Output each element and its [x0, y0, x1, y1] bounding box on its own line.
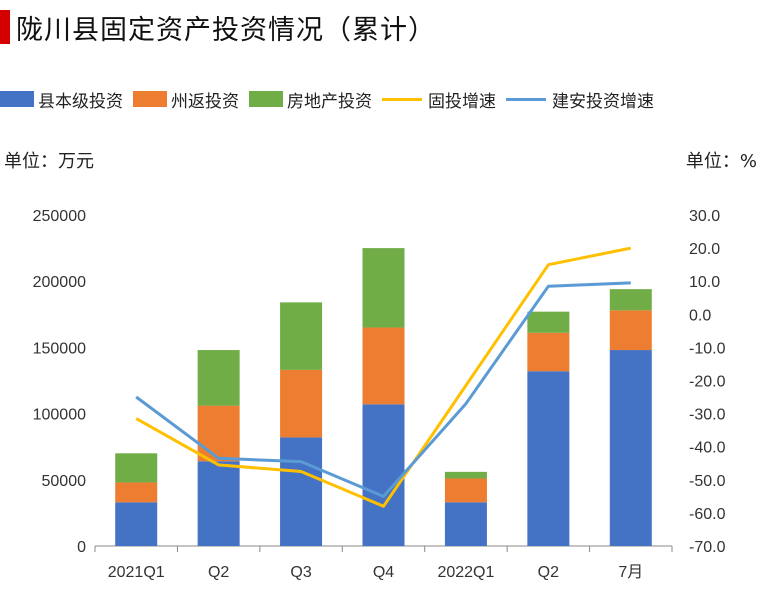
title-block: 陇川县固定资产投资情况（累计） — [0, 0, 763, 50]
legend-label-realestate: 房地产投资 — [287, 91, 372, 112]
left-axis-unit: 单位：万元 — [4, 151, 94, 172]
bar-segment — [197, 350, 240, 406]
legend-item-realestate: 房地产投资 — [249, 87, 372, 112]
bar-segment — [115, 502, 158, 546]
bar-segment — [362, 327, 405, 405]
bar-segment — [280, 302, 323, 370]
right-axis-tick-label: 20.0 — [689, 241, 720, 258]
legend-swatch-state — [133, 91, 167, 107]
x-axis-tick-label: Q2 — [538, 564, 559, 581]
bar-segment — [527, 311, 570, 333]
right-axis-tick-label: -20.0 — [689, 374, 726, 391]
bar-segment — [609, 310, 652, 351]
bar-segment — [527, 332, 570, 372]
right-axis-tick-label: 30.0 — [689, 208, 720, 225]
left-axis-tick-label: 250000 — [33, 208, 86, 225]
legend-item-fixed-growth: 固投增速 — [382, 87, 496, 112]
legend-item-county: 县本级投资 — [0, 87, 123, 112]
line-series — [135, 281, 631, 498]
x-axis-tick-label: 2021Q1 — [108, 564, 165, 581]
bar-segment — [444, 471, 487, 479]
right-axis-tick-label: -40.0 — [689, 440, 726, 457]
right-axis-tick-label: -70.0 — [689, 539, 726, 556]
left-axis-tick-label: 150000 — [33, 340, 86, 357]
bar-segment — [197, 461, 240, 546]
x-axis-tick-label: 2022Q1 — [437, 564, 494, 581]
right-axis-tick-label: 0.0 — [689, 307, 711, 324]
legend-swatch-construction-growth — [506, 97, 546, 101]
legend-swatch-fixed-growth — [382, 97, 422, 101]
bar-segment — [280, 437, 323, 546]
right-axis-tick-label: 10.0 — [689, 274, 720, 291]
left-axis-tick-label: 50000 — [42, 473, 87, 490]
legend-label-construction-growth: 建安投资增速 — [552, 91, 654, 112]
bar-segment — [609, 289, 652, 311]
right-axis-tick-label: -30.0 — [689, 407, 726, 424]
left-axis-tick-label: 0 — [77, 539, 86, 556]
bar-segment — [609, 350, 652, 546]
line-series — [135, 246, 632, 508]
x-axis-tick-label: 7月 — [618, 564, 643, 581]
legend-item-construction-growth: 建安投资增速 — [506, 87, 654, 112]
legend-label-county: 县本级投资 — [38, 91, 123, 112]
legend-label-fixed-growth: 固投增速 — [428, 91, 496, 112]
bar-segment — [362, 248, 405, 328]
legend-item-state: 州返投资 — [133, 87, 239, 112]
chart-title: 陇川县固定资产投资情况（累计） — [16, 15, 436, 46]
chart-legend: 县本级投资 州返投资 房地产投资 固投增速 建安投资增速 — [0, 84, 664, 114]
legend-label-state: 州返投资 — [171, 91, 239, 112]
bar-segment — [444, 478, 487, 503]
right-axis-tick-label: -50.0 — [689, 473, 726, 490]
x-axis-tick-label: Q4 — [373, 564, 394, 581]
right-axis-tick-label: -10.0 — [689, 340, 726, 357]
bar-segment — [115, 482, 158, 503]
right-axis-tick-label: -60.0 — [689, 506, 726, 523]
bar-segment — [362, 404, 405, 546]
legend-swatch-county — [0, 91, 34, 107]
x-axis-tick-label: Q3 — [290, 564, 311, 581]
right-axis-unit: 单位：% — [685, 151, 757, 172]
bar-segment — [444, 502, 487, 546]
bar-segment — [197, 405, 240, 462]
bar-segment — [280, 369, 323, 438]
title-accent-bar — [0, 10, 10, 44]
legend-swatch-realestate — [249, 91, 283, 107]
left-axis-tick-label: 100000 — [33, 407, 86, 424]
bar-segment — [527, 371, 570, 546]
x-axis-tick-label: Q2 — [208, 564, 229, 581]
left-axis-tick-label: 200000 — [33, 274, 86, 291]
bar-segment — [115, 453, 158, 483]
